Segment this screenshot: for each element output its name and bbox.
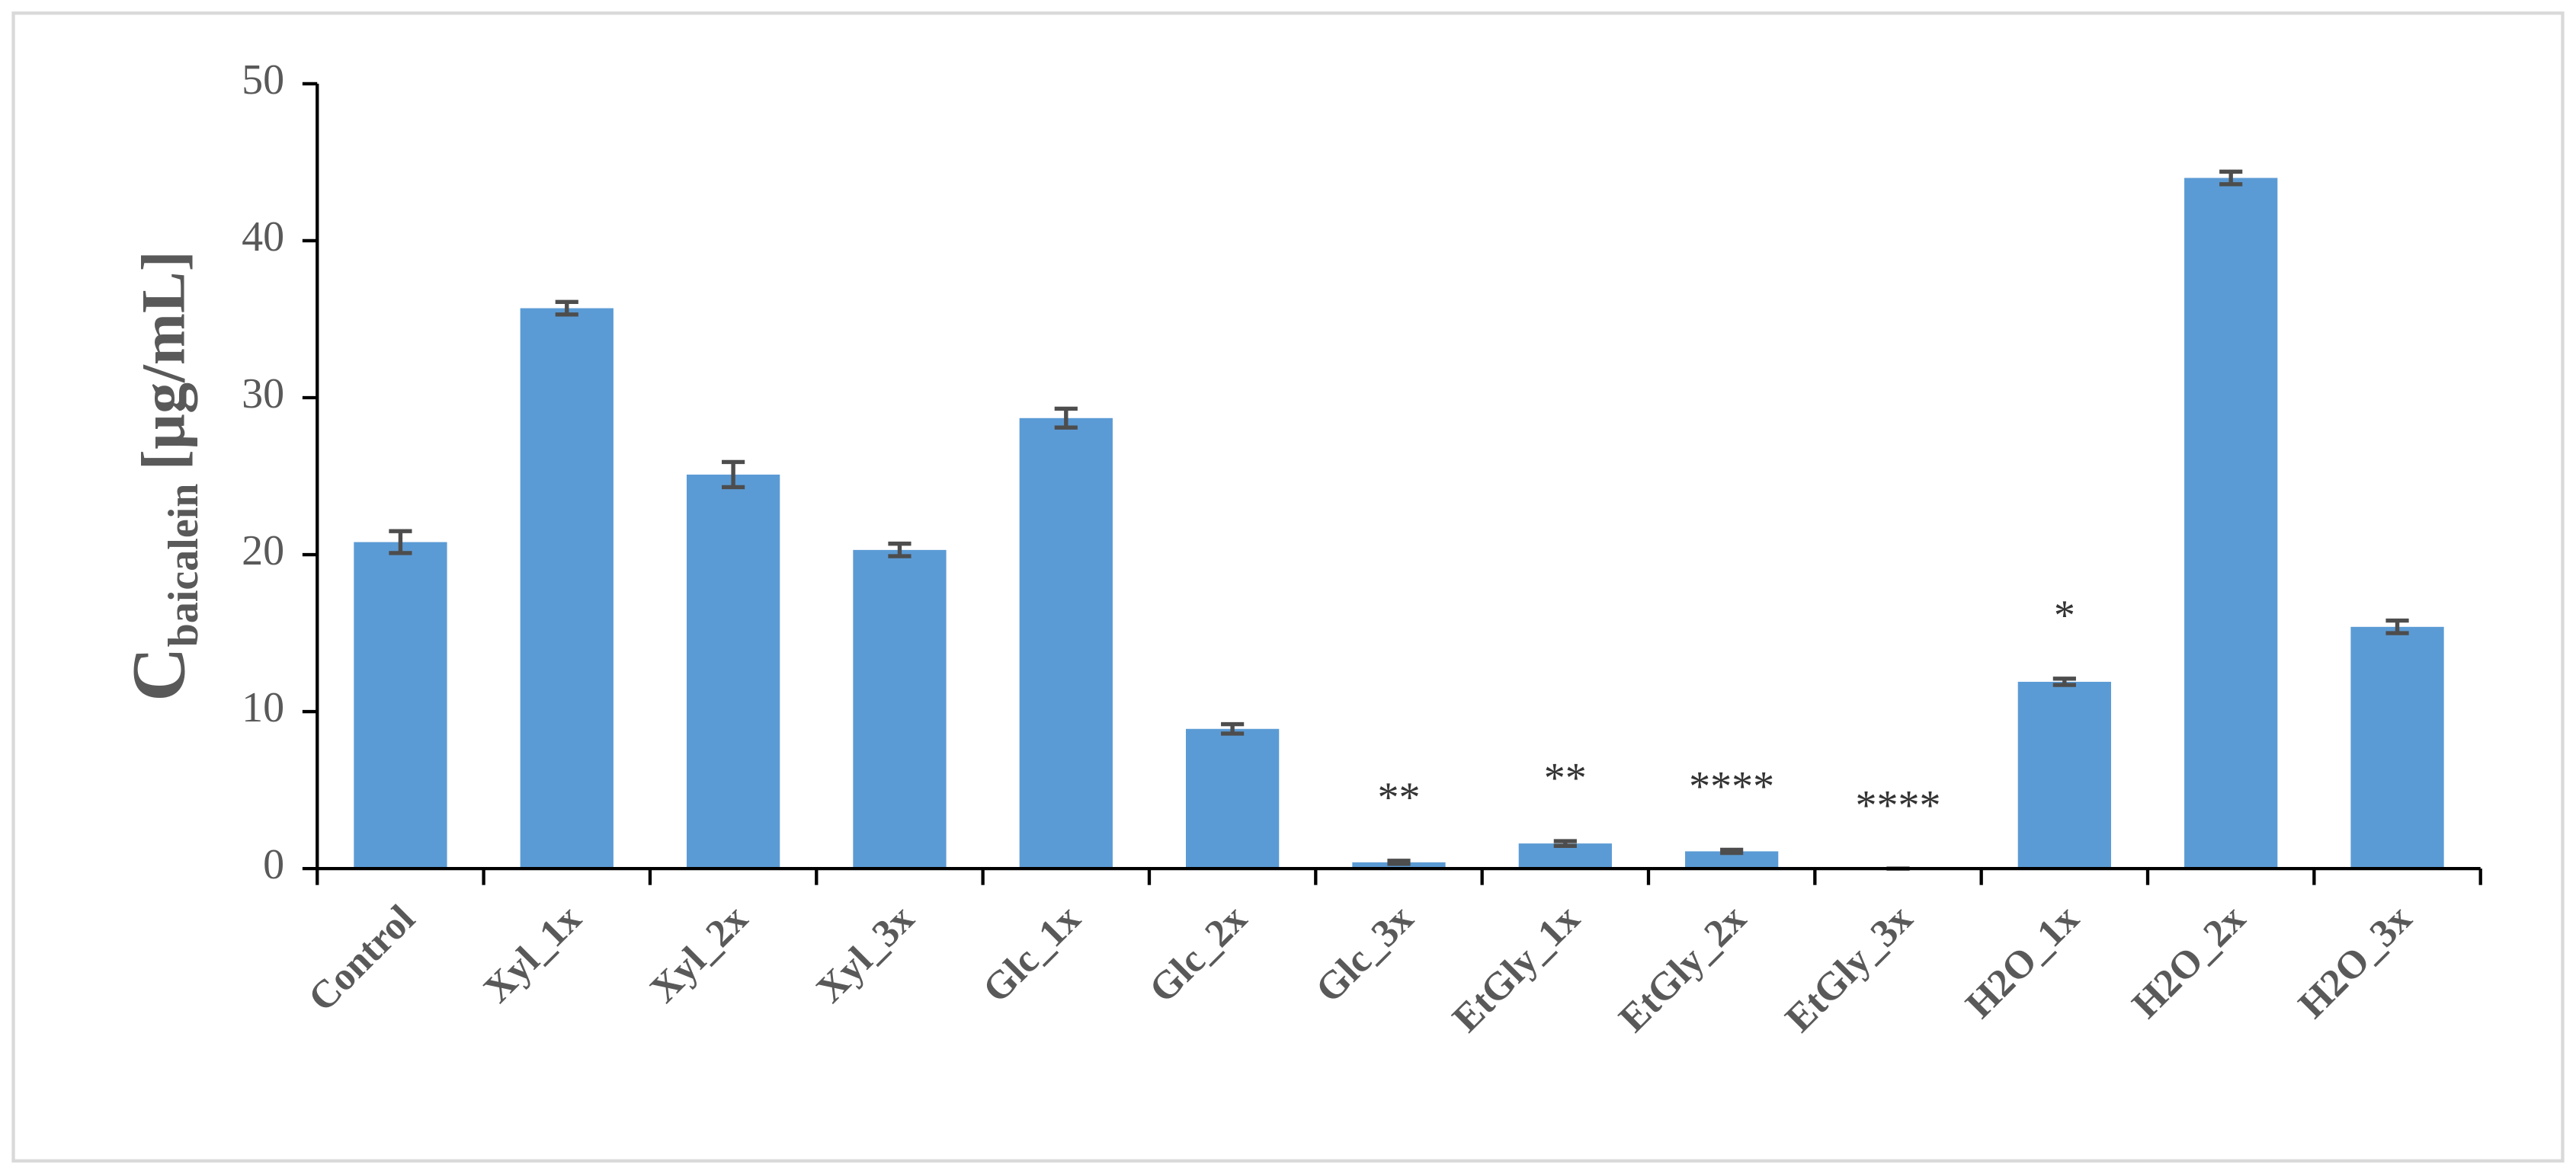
bar (1685, 851, 1779, 869)
bar (853, 549, 947, 869)
y-tick-label: 20 (242, 527, 284, 574)
bar (354, 542, 447, 869)
bar (520, 308, 614, 869)
significance-label: ** (1544, 754, 1587, 801)
error-bar (722, 459, 745, 490)
error-bar (2052, 677, 2076, 687)
error-bar (555, 299, 578, 317)
error-bar (2385, 618, 2409, 635)
y-label-unit: [µg/mL] (129, 251, 198, 470)
y-tick-label: 30 (242, 370, 284, 417)
y-label-main: C (118, 647, 201, 702)
y-tick-label: 40 (242, 213, 284, 261)
significance-label: **** (1855, 782, 1940, 829)
error-bar (1720, 847, 1744, 856)
error-bar (1054, 406, 1078, 430)
error-bar (389, 529, 412, 555)
error-bar (2219, 169, 2243, 187)
significance-label: ** (1377, 774, 1420, 821)
error-bar (1553, 839, 1577, 848)
error-bar (888, 541, 912, 558)
bar (2184, 178, 2278, 869)
y-axis-label: Cbaicalein [µg/mL] (118, 251, 207, 702)
error-bar (1221, 721, 1245, 736)
bar (686, 474, 780, 869)
bar (1019, 417, 1113, 869)
bar (2017, 681, 2111, 869)
significance-label: **** (1689, 763, 1774, 811)
y-tick-label: 0 (263, 841, 284, 888)
bar (1186, 728, 1280, 869)
error-bar (1387, 859, 1411, 866)
y-tick-label: 10 (242, 684, 284, 731)
significance-label: * (2054, 592, 2075, 639)
y-tick-label: 50 (242, 56, 284, 104)
y-label-subscript: baicalein (160, 484, 207, 648)
bar (2350, 626, 2444, 869)
